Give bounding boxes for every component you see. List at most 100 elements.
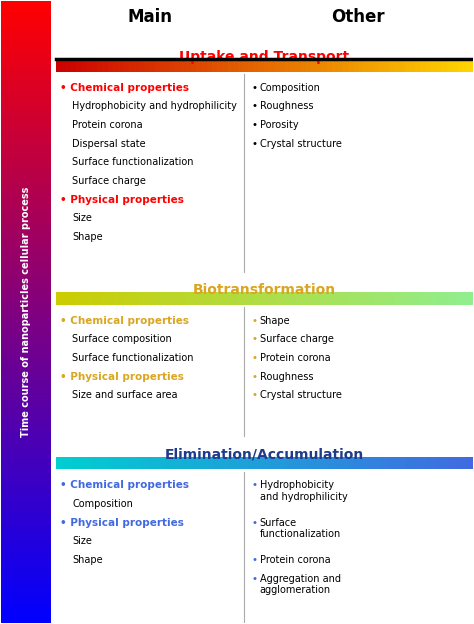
- Bar: [1, 444, 51, 447]
- Text: Porosity: Porosity: [260, 120, 298, 130]
- Bar: [1, 149, 51, 150]
- Bar: [306, 59, 311, 72]
- Bar: [175, 457, 181, 469]
- Bar: [1, 74, 51, 76]
- Bar: [1, 370, 51, 372]
- Bar: [254, 292, 259, 305]
- Bar: [1, 202, 51, 204]
- Bar: [1, 70, 51, 72]
- Bar: [363, 457, 368, 469]
- Bar: [1, 175, 51, 177]
- Bar: [1, 312, 51, 314]
- Bar: [76, 59, 82, 72]
- Bar: [155, 457, 160, 469]
- Bar: [61, 457, 66, 469]
- Bar: [1, 430, 51, 432]
- Bar: [1, 243, 51, 246]
- Bar: [358, 457, 363, 469]
- Bar: [1, 416, 51, 417]
- Bar: [238, 59, 243, 72]
- Bar: [71, 292, 76, 305]
- Text: Surface charge: Surface charge: [260, 334, 334, 344]
- Text: •: •: [251, 316, 257, 326]
- Bar: [337, 59, 342, 72]
- Bar: [327, 292, 332, 305]
- Bar: [1, 28, 51, 31]
- Bar: [1, 509, 51, 511]
- Bar: [426, 59, 431, 72]
- Bar: [1, 208, 51, 210]
- Bar: [436, 457, 441, 469]
- Bar: [285, 292, 290, 305]
- Bar: [175, 292, 181, 305]
- Bar: [1, 581, 51, 583]
- Bar: [1, 12, 51, 14]
- Bar: [316, 59, 321, 72]
- Bar: [1, 163, 51, 165]
- Bar: [113, 457, 118, 469]
- Bar: [1, 122, 51, 124]
- Text: Elimination/Accumulation: Elimination/Accumulation: [164, 448, 364, 462]
- Bar: [1, 411, 51, 414]
- Bar: [61, 292, 66, 305]
- Bar: [400, 59, 405, 72]
- Bar: [1, 362, 51, 364]
- Bar: [1, 14, 51, 16]
- Bar: [405, 457, 410, 469]
- Bar: [186, 292, 191, 305]
- Bar: [1, 289, 51, 291]
- Bar: [82, 59, 87, 72]
- Bar: [1, 575, 51, 577]
- Bar: [66, 457, 71, 469]
- Bar: [102, 292, 108, 305]
- Bar: [400, 457, 405, 469]
- Bar: [1, 366, 51, 368]
- Bar: [1, 414, 51, 416]
- Bar: [1, 585, 51, 587]
- Bar: [217, 292, 222, 305]
- Bar: [1, 295, 51, 298]
- Bar: [347, 292, 353, 305]
- Bar: [1, 519, 51, 521]
- Bar: [1, 490, 51, 492]
- Bar: [1, 180, 51, 182]
- Bar: [254, 59, 259, 72]
- Bar: [1, 560, 51, 563]
- Bar: [102, 457, 108, 469]
- Bar: [1, 281, 51, 283]
- Bar: [108, 59, 113, 72]
- Bar: [301, 59, 306, 72]
- Bar: [1, 548, 51, 550]
- Bar: [347, 59, 353, 72]
- Bar: [1, 426, 51, 428]
- Bar: [1, 293, 51, 295]
- Bar: [1, 403, 51, 405]
- Bar: [123, 457, 128, 469]
- Bar: [384, 292, 389, 305]
- Bar: [332, 59, 337, 72]
- Bar: [87, 292, 92, 305]
- Bar: [269, 292, 274, 305]
- Bar: [1, 590, 51, 592]
- Bar: [1, 186, 51, 188]
- Bar: [1, 196, 51, 198]
- Bar: [290, 59, 295, 72]
- Text: Composition: Composition: [72, 499, 133, 509]
- Bar: [92, 292, 97, 305]
- Bar: [1, 49, 51, 51]
- Bar: [118, 292, 123, 305]
- Bar: [1, 343, 51, 345]
- Bar: [1, 392, 51, 395]
- Text: Crystal structure: Crystal structure: [260, 139, 341, 149]
- Bar: [1, 347, 51, 349]
- Bar: [1, 573, 51, 575]
- Bar: [280, 292, 285, 305]
- Text: •: •: [251, 390, 257, 400]
- Bar: [462, 59, 467, 72]
- Bar: [1, 600, 51, 602]
- Bar: [311, 292, 316, 305]
- Bar: [160, 457, 165, 469]
- Bar: [1, 250, 51, 252]
- Bar: [431, 457, 436, 469]
- Bar: [285, 59, 290, 72]
